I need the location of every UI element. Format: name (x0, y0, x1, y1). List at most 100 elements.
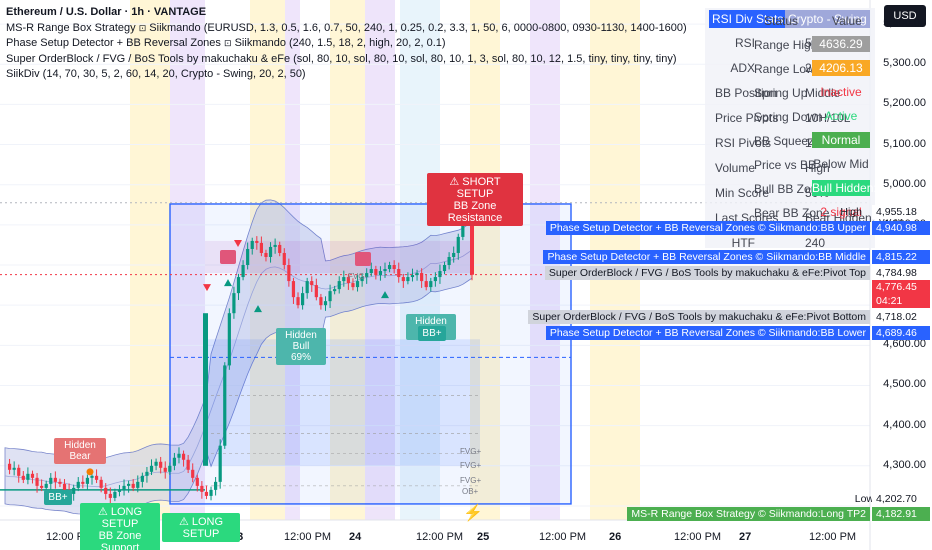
price-tick: 5,300.00 (883, 57, 926, 70)
candle-body (122, 485, 126, 490)
candle-body (90, 475, 94, 478)
candle-body (232, 293, 236, 314)
candle-body (273, 244, 277, 247)
legend-line-phase-params: Siikmando (240, 1.5, 18, 2, high, 20, 2,… (234, 37, 446, 49)
indicator-legend: Ethereum / U.S. Dollar · 1h · VANTAGE MS… (6, 5, 687, 83)
candle-body (296, 297, 300, 306)
candle-body (250, 240, 254, 249)
alert-icon[interactable]: ⚡ (463, 505, 483, 522)
bb-plus-badge-2[interactable]: BB+ (418, 326, 446, 341)
high-word-label: High (840, 206, 862, 218)
candle-body (387, 265, 392, 270)
candle-body (209, 489, 213, 496)
price-tick: 4,500.00 (883, 378, 926, 391)
legend-line-msr[interactable]: MS-R Range Box Strategy ⊡ Siikmando (EUR… (6, 21, 687, 37)
candle-body (246, 248, 250, 266)
rsi-table-key: ADX (730, 61, 755, 75)
low-word-label: Low (854, 493, 874, 505)
bull-triangle (381, 291, 389, 299)
status-value: 2 signal (820, 205, 862, 219)
lock-icon: ⊡ (138, 22, 147, 33)
fvg-label: FVG+ (460, 461, 482, 470)
symbol-title[interactable]: Ethereum / U.S. Dollar · 1h · VANTAGE (6, 6, 207, 18)
status-key: Range High (754, 38, 818, 52)
candle-body (200, 485, 204, 492)
candle-body (191, 469, 195, 478)
legend-line-phase-name: Phase Setup Detector + BB Reversal Zones (6, 37, 221, 49)
candle-body (337, 281, 341, 290)
rsi-table-key: RSI (734, 36, 755, 50)
bear-signal-box (220, 250, 236, 264)
short-setup-label-text: BB Zone Resistance (447, 200, 503, 224)
bear-triangle (234, 239, 242, 247)
pivot-bottom-tag: 4,718.02 (872, 310, 930, 324)
long-setup-label-1[interactable]: ⚠ LONG SETUP BB Zone Support (80, 503, 160, 550)
time-tick: 27 (739, 531, 752, 543)
high-price-tag: 4,955.18 (872, 205, 930, 219)
candle-body (159, 461, 163, 468)
legend-line-msr-name: MS-R Range Box Strategy (6, 21, 136, 34)
status-value: Active (824, 109, 858, 123)
bb-plus-badge-1[interactable]: BB+ (44, 490, 72, 505)
tp2-tag: 4,182.91 (872, 507, 930, 521)
candle-body (310, 281, 314, 286)
fvg-label: FVG+ (460, 476, 482, 485)
hidden-bull-label-1[interactable]: Hidden Bull 69% (276, 328, 326, 365)
long-setup-label-2[interactable]: ⚠ LONG SETUP (162, 513, 240, 542)
candle-body (21, 475, 25, 480)
candle-body (127, 483, 131, 486)
low-price-tag: 4,202.70 (872, 492, 930, 506)
legend-line-siikdiv[interactable]: SiikDiv (14, 70, 30, 5, 2, 60, 14, 20, C… (6, 68, 306, 80)
candle-body (172, 457, 177, 466)
candle-body (346, 277, 350, 284)
time-tick: 12:00 PM (284, 531, 332, 543)
status-key: Spring Up (754, 86, 808, 100)
candle-body (154, 461, 158, 466)
bb-upper-label: Phase Setup Detector + BB Reversal Zones… (545, 221, 870, 235)
short-setup-label-text: ⚠ SHORT SETUP (449, 176, 501, 200)
candle-body (53, 477, 57, 482)
currency-button[interactable]: USD (884, 5, 926, 27)
status-header-value: Value (832, 14, 862, 28)
hidden-bear-label[interactable]: Hidden Bear (54, 438, 106, 464)
candle-body (397, 269, 401, 278)
pivot-top-tag: 4,784.98 (872, 266, 930, 280)
long-setup-label-1-text: BB Zone Support (98, 530, 142, 550)
last-candle (470, 203, 474, 275)
short-setup-label[interactable]: ⚠ SHORT SETUP BB Zone Resistance (427, 173, 523, 226)
candle-body (433, 277, 437, 282)
candle-body (264, 252, 268, 257)
long-setup-label-1-text: ⚠ LONG SETUP (97, 506, 143, 530)
candle-body (355, 281, 360, 288)
bb-plus-badge-1-text: BB+ (48, 492, 68, 503)
candle-body (195, 477, 199, 486)
candle-body (278, 244, 282, 253)
rsi-table-mode: Crypto - Swing (785, 10, 870, 28)
legend-line-phase[interactable]: Phase Setup Detector + BB Reversal Zones… (6, 36, 687, 52)
fvg-label: FVG- (348, 272, 368, 281)
candle-body (140, 475, 144, 482)
bb-middle-tag: 4,815.22 (872, 250, 930, 264)
bb-upper-tag: 4,940.98 (872, 221, 930, 235)
legend-line-superob[interactable]: Super OrderBlock / FVG / BoS Tools by ma… (6, 52, 677, 65)
candle-body (204, 491, 209, 496)
bb-plus-badge-2-text: BB+ (422, 328, 442, 339)
pivot-bottom-label: Super OrderBlock / FVG / BoS Tools by ma… (528, 310, 870, 324)
status-value: 4636.29 (812, 36, 870, 52)
candle-body (145, 471, 149, 476)
candle-body (113, 491, 117, 498)
candle-body (104, 487, 108, 494)
order-block-zone (205, 339, 480, 466)
price-tick: 4,300.00 (883, 458, 926, 471)
candle-body (319, 297, 323, 306)
time-tick: 12:00 PM (674, 531, 722, 543)
candle-body (58, 481, 62, 484)
candle-body (94, 475, 99, 480)
candle-body (378, 271, 383, 276)
candle-body (62, 483, 67, 490)
candle-body (383, 269, 387, 272)
candle-body (214, 481, 218, 490)
candle-body (360, 277, 364, 282)
status-value: Below Mid (813, 157, 869, 171)
